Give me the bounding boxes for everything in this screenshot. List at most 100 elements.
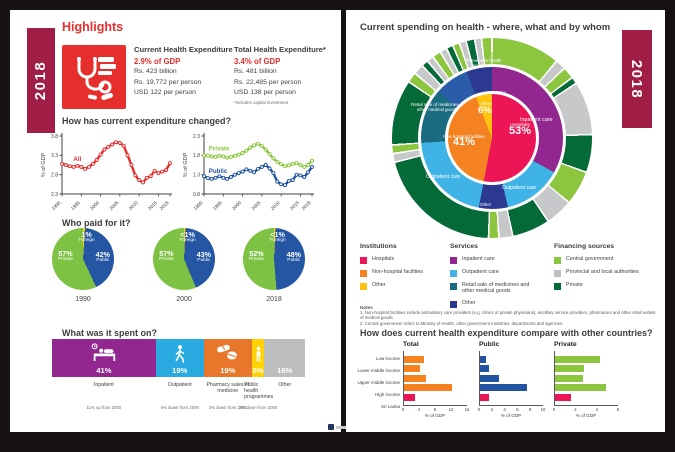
segment-caption: 6% down from 2000 [160,405,199,410]
svg-text:2015: 2015 [289,200,301,212]
sunburst-label-other-top: Other [495,90,506,95]
x-axis-label: % of GDP [424,413,446,418]
svg-text:Private: Private [209,145,230,152]
svg-text:1.8: 1.8 [193,153,200,159]
segment-pharmacy: 19% [203,339,252,377]
svg-text:2005: 2005 [250,200,262,212]
year-label: 2018 [32,60,50,101]
svg-text:2000: 2000 [89,200,101,212]
svg-text:2005: 2005 [108,200,120,212]
bar-low-income [480,355,487,363]
svg-text:2.8: 2.8 [51,172,58,178]
segment-outpatient: 19% [155,339,204,377]
pie-year-label: 2000 [176,296,192,303]
svg-text:All: All [73,156,81,163]
segment-pct: 5% [252,366,264,375]
pie-year-label: 1990 [75,296,91,303]
highlights-title: Highlights [62,20,124,34]
svg-text:% of GDP: % of GDP [41,152,47,177]
hospitals-swatch [360,256,367,264]
stethoscope-money-pills-icon [62,45,126,109]
segment-caption: 2% down from 2000 [239,405,278,410]
compare-chart-total: Total 0 4 8 12 16 % of GDP [401,341,470,418]
bar-low-income [404,355,425,363]
sunburst-label-outpatient-hospitals: Outpatient care [502,185,537,191]
legend-institutions: Institutions Hospitals Non-hospital faci… [360,243,423,290]
sunburst-label-outpatient-nonhospital: Outpatient care [426,174,461,180]
category-label: High income [374,392,400,397]
bar-high-income [480,384,528,391]
sunburst-label-other-pct: 6% [478,105,492,116]
svg-text:2010: 2010 [270,200,282,212]
stat-line: Rs. 423 billion [134,68,177,75]
non-hospital-swatch [360,269,367,277]
bed-icon [52,343,156,362]
bar-rows [479,351,543,406]
pie-chart-2000: <1% Foreign 57% Private 43% Public [153,228,215,290]
svg-text:2010: 2010 [128,200,140,212]
compare-section-heading: How does current health expenditure comp… [360,328,653,338]
bar-sri-lanka [404,393,416,401]
svg-text:3.3: 3.3 [51,153,58,159]
sunburst-chart: Inpatient care Outpatient care Other Out… [392,38,592,238]
legend-services: Services Inpatient care Outpatient care … [450,243,530,308]
x-axis-label: % of GDP [500,413,522,418]
svg-text:2.3: 2.3 [51,192,58,198]
bar-upper-middle-income [480,374,499,382]
compare-category-labels: Low income Lower middle income Upper middl… [346,353,400,413]
pie-slice-label-private: 57% Private [159,249,174,262]
stat-footnote: *includes capital investment [234,99,289,105]
bar-sri-lanka [555,393,571,401]
stat-line: USD 122 per person [134,89,196,96]
stat-line: Rs. 19,772 per person [134,78,202,86]
segment-pct: 19% [220,366,236,375]
inpatient-swatch [450,256,457,264]
pie-slice-label-private: 57% Private [58,249,73,262]
x-axis-label: % of GDP [575,413,597,418]
sunburst-label-nonhospital: Non-hospital facilities 41% [443,134,485,148]
who-paid-section-heading: Who paid for it? [62,218,131,228]
pie-slice-label-foreign: <1% Foreign [269,230,286,243]
walking-person-icon [156,343,204,365]
private-swatch [554,282,561,290]
pills-icon [204,343,252,361]
pie-slice-label-public: 42% Public [95,250,110,263]
outpatient-swatch [450,269,457,277]
segment-caption: 3% down from 2000 [208,405,247,410]
svg-text:3.8: 3.8 [51,134,58,140]
pie-slice-label-public: 48% Public [286,250,301,263]
segment-public-health: 5% [251,339,265,377]
svg-text:0.8: 0.8 [193,192,200,198]
segment-label: Inpatient [93,382,114,388]
left-page: 2018 Highlights Current Health Expenditu… [10,10,350,432]
segment-pct: 19% [172,366,188,375]
segment-caption: 11% up from 2000 [86,405,122,410]
other-institutions-swatch [360,282,367,290]
other-services-swatch [450,300,457,308]
sunburst-label-preventive: Preventive health programmes [466,58,502,69]
sunburst-institutions-pie [445,91,539,185]
sunburst-label-other-hospitals: Other [480,202,492,207]
year-label: 2018 [628,59,646,99]
spend-breakdown: 41% 19% [52,339,305,410]
bar-lower-middle-income [480,365,489,372]
bar-high-income [555,384,607,391]
svg-text:Public: Public [209,168,228,175]
sunburst-label-other-inner: Other [481,101,492,106]
sunburst-label-retail: Retail sale of medicines & other medical… [411,102,463,113]
svg-text:1995: 1995 [212,200,224,212]
bar-lower-middle-income [555,365,585,372]
notes: Notes 1. Non-hospital facilities include… [360,305,656,326]
segment-pct: 41% [96,366,112,375]
bar-rows [403,351,467,406]
note-1: 1. Non-hospital facilities include ambul… [360,310,656,321]
x-axis-ticks: 0 4 8 12 16 [401,407,470,412]
bar-sri-lanka [480,393,489,401]
stat-line: Rs. 22,485 per person [234,78,302,86]
bar-upper-middle-income [555,374,584,382]
pie-chart-2018: <1% Foreign 52% Private 48% Public [243,228,305,290]
bar-high-income [404,384,453,391]
provincial-swatch [554,269,561,277]
